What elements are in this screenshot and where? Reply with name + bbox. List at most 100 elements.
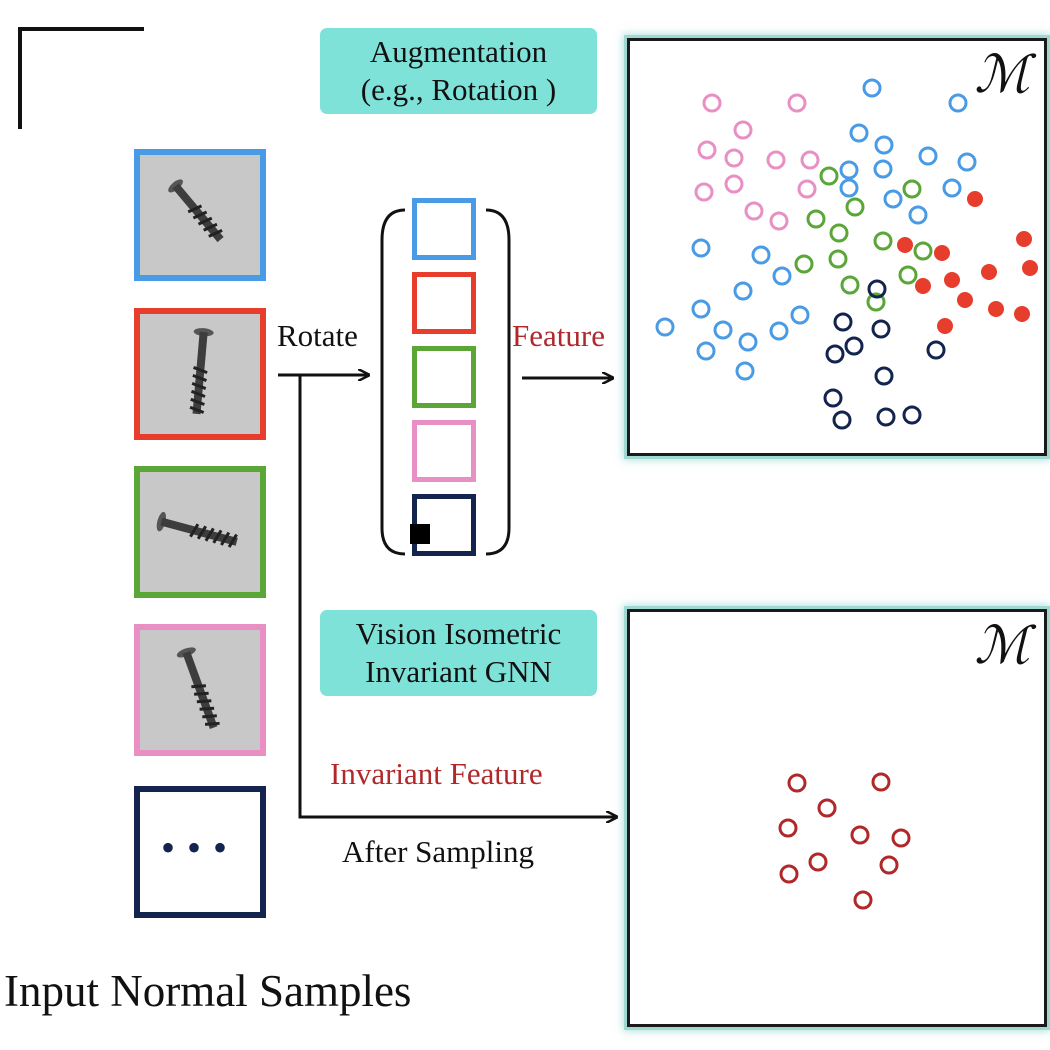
scatter-point <box>766 150 786 170</box>
scatter-point <box>691 299 711 319</box>
input-normal-samples-label: Input Normal Samples <box>4 966 412 1016</box>
scatter-point <box>738 332 758 352</box>
feature-label: Feature <box>512 318 605 353</box>
scatter-point <box>942 178 962 198</box>
scatter-point <box>908 205 928 225</box>
scatter-point <box>981 264 997 280</box>
screw-icon <box>140 630 260 750</box>
scatter-point <box>1014 306 1030 322</box>
scatter-point <box>779 864 799 884</box>
scatter-point <box>655 317 675 337</box>
rotation-box-pink <box>412 420 476 482</box>
scatter-point <box>800 150 820 170</box>
scatter-point <box>724 174 744 194</box>
after-sampling-label: After Sampling <box>342 834 534 869</box>
scatter-point <box>957 292 973 308</box>
scatter-point <box>832 410 852 430</box>
rotation-box-green <box>412 346 476 408</box>
scatter-point <box>772 266 792 286</box>
screw-icon <box>140 472 260 592</box>
scatter-point <box>817 798 837 818</box>
invariant-feature-panel: ℳ <box>627 609 1047 1027</box>
invariant-feature-label: Invariant Feature <box>330 756 543 791</box>
scatter-point <box>918 146 938 166</box>
scatter-point <box>948 93 968 113</box>
scatter-point <box>769 321 789 341</box>
scatter-point <box>957 152 977 172</box>
sample-tile-blue <box>134 149 266 281</box>
scatter-point <box>691 238 711 258</box>
scatter-point <box>879 855 899 875</box>
scatter-point <box>850 825 870 845</box>
scatter-point <box>713 320 733 340</box>
augmentation-tag-line1: Augmentation <box>369 34 548 69</box>
scatter-point <box>874 366 894 386</box>
scatter-point <box>833 312 853 332</box>
scatter-point <box>828 249 848 269</box>
scatter-point <box>790 305 810 325</box>
scatter-point <box>898 265 918 285</box>
sample-tile-green <box>134 466 266 598</box>
scatter-point <box>825 344 845 364</box>
scatter-point <box>769 211 789 231</box>
rotation-box-red <box>412 272 476 334</box>
scatter-point <box>871 319 891 339</box>
scatter-point <box>744 201 764 221</box>
scatter-point <box>840 275 860 295</box>
sample-tile-red <box>134 308 266 440</box>
scatter-point <box>823 388 843 408</box>
scatter-point <box>874 135 894 155</box>
scatter-point <box>787 773 807 793</box>
sample-tile-more: ••• <box>134 786 266 918</box>
scatter-point <box>866 292 886 312</box>
scatter-point <box>845 197 865 217</box>
scatter-point <box>1022 260 1038 276</box>
scatter-point <box>926 340 946 360</box>
scatter-point <box>787 93 807 113</box>
scatter-point <box>873 159 893 179</box>
scatter-point <box>794 254 814 274</box>
vision-gnn-tag-line2: Invariant GNN <box>365 654 552 689</box>
scatter-point <box>819 166 839 186</box>
scatter-point <box>733 281 753 301</box>
scatter-point <box>724 148 744 168</box>
manifold-symbol: ℳ <box>974 45 1030 105</box>
scatter-point <box>871 772 891 792</box>
stack-marker-square <box>410 524 430 544</box>
left-bracket <box>380 208 406 556</box>
invariant-scatter <box>778 772 911 910</box>
scatter-point <box>867 279 887 299</box>
scatter-point <box>902 405 922 425</box>
scatter-point <box>1016 231 1032 247</box>
scatter-point <box>873 231 893 251</box>
screw-icon <box>140 314 260 434</box>
scatter-point <box>883 189 903 209</box>
scatter-point <box>897 237 913 253</box>
manifold-symbol: ℳ <box>974 616 1030 676</box>
feature-space-panel: ℳ <box>627 38 1047 456</box>
scatter-point <box>829 223 849 243</box>
scatter-point <box>915 278 931 294</box>
scatter-point <box>913 241 933 261</box>
scatter-point <box>806 209 826 229</box>
ellipsis-icon: ••• <box>160 825 239 870</box>
vision-gnn-tag-line1: Vision Isometric <box>355 616 562 651</box>
scatter-point <box>844 336 864 356</box>
scatter-point <box>849 123 869 143</box>
corner-bracket-mark <box>18 27 144 129</box>
scatter-point <box>937 318 953 334</box>
scatter-point <box>778 818 798 838</box>
scatter-point <box>839 178 859 198</box>
feature-scatter <box>655 78 1038 430</box>
rotate-label: Rotate <box>277 318 358 353</box>
scatter-point <box>988 301 1004 317</box>
scatter-point <box>808 852 828 872</box>
scatter-point <box>735 361 755 381</box>
scatter-point <box>839 160 859 180</box>
augmentation-tag-line2: (e.g., Rotation ) <box>360 72 557 107</box>
scatter-point <box>891 828 911 848</box>
augmentation-tag: Augmentation (e.g., Rotation ) <box>320 28 597 114</box>
scatter-point <box>702 93 722 113</box>
screw-icon <box>140 155 260 275</box>
scatter-point <box>797 179 817 199</box>
